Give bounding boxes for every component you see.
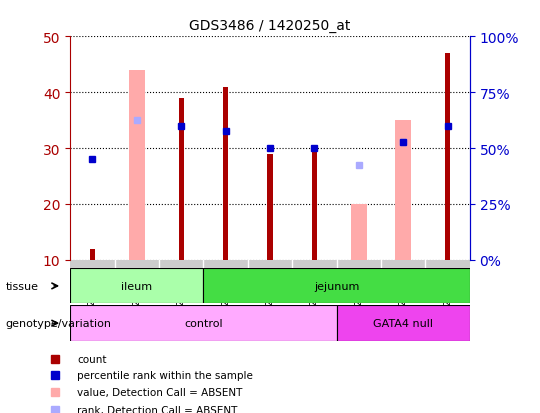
Text: tissue: tissue — [5, 281, 38, 291]
Bar — [336, 306, 470, 341]
Bar — [90, 249, 95, 260]
Bar — [395, 121, 411, 260]
Text: value, Detection Call = ABSENT: value, Detection Call = ABSENT — [77, 387, 242, 397]
Bar — [351, 204, 367, 260]
Text: percentile rank within the sample: percentile rank within the sample — [77, 370, 253, 380]
Bar — [204, 268, 470, 304]
Text: rank, Detection Call = ABSENT: rank, Detection Call = ABSENT — [77, 405, 238, 413]
Bar — [70, 268, 204, 304]
Bar — [179, 98, 184, 260]
Text: count: count — [77, 354, 107, 364]
Text: jejunum: jejunum — [314, 281, 359, 291]
Bar — [312, 149, 317, 260]
Bar — [223, 88, 228, 260]
Bar — [445, 54, 450, 260]
Bar — [267, 154, 273, 260]
Bar — [70, 306, 336, 341]
Bar — [129, 71, 145, 260]
Text: ileum: ileum — [122, 281, 152, 291]
FancyBboxPatch shape — [70, 260, 470, 273]
Text: genotype/variation: genotype/variation — [5, 318, 111, 328]
Text: control: control — [184, 318, 222, 328]
Text: GATA4 null: GATA4 null — [373, 318, 433, 328]
Title: GDS3486 / 1420250_at: GDS3486 / 1420250_at — [190, 19, 350, 33]
